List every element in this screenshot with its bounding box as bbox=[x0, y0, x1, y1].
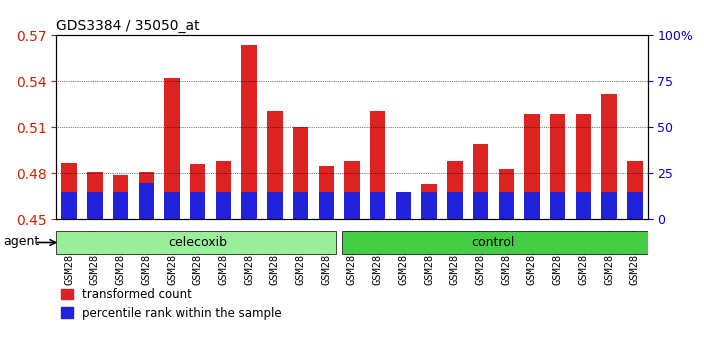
Bar bbox=[576, 114, 591, 219]
Bar bbox=[267, 110, 282, 219]
Bar bbox=[113, 192, 128, 219]
Bar bbox=[344, 192, 360, 219]
Bar bbox=[267, 192, 282, 219]
Bar bbox=[215, 161, 231, 219]
Bar bbox=[473, 192, 489, 219]
Bar bbox=[627, 161, 643, 219]
Bar bbox=[190, 192, 206, 219]
Bar bbox=[447, 192, 463, 219]
Bar bbox=[164, 78, 180, 219]
Bar bbox=[61, 192, 77, 219]
Bar bbox=[215, 192, 231, 219]
Bar bbox=[524, 192, 540, 219]
Bar bbox=[601, 192, 617, 219]
Bar bbox=[87, 192, 103, 219]
Legend: transformed count, percentile rank within the sample: transformed count, percentile rank withi… bbox=[56, 283, 287, 325]
Text: agent: agent bbox=[4, 235, 39, 248]
Bar bbox=[550, 192, 565, 219]
Bar bbox=[498, 192, 514, 219]
Bar bbox=[241, 45, 257, 219]
Bar bbox=[396, 192, 411, 219]
Text: GDS3384 / 35050_at: GDS3384 / 35050_at bbox=[56, 19, 200, 33]
Bar bbox=[473, 144, 489, 219]
Bar bbox=[550, 114, 565, 219]
FancyBboxPatch shape bbox=[342, 232, 648, 253]
Bar bbox=[87, 172, 103, 219]
Bar bbox=[344, 161, 360, 219]
Bar bbox=[293, 127, 308, 219]
Bar bbox=[139, 172, 154, 219]
Bar bbox=[447, 161, 463, 219]
Bar bbox=[113, 175, 128, 219]
Bar bbox=[370, 192, 385, 219]
Bar bbox=[190, 164, 206, 219]
Bar bbox=[498, 169, 514, 219]
Bar bbox=[627, 192, 643, 219]
Bar bbox=[319, 192, 334, 219]
Bar bbox=[139, 183, 154, 219]
Bar bbox=[293, 192, 308, 219]
Text: control: control bbox=[472, 236, 515, 249]
Bar bbox=[370, 110, 385, 219]
Bar bbox=[61, 163, 77, 219]
Bar bbox=[524, 114, 540, 219]
Bar bbox=[576, 192, 591, 219]
FancyBboxPatch shape bbox=[56, 232, 337, 253]
Bar bbox=[422, 184, 437, 219]
Bar bbox=[319, 166, 334, 219]
Bar bbox=[396, 198, 411, 219]
Bar bbox=[164, 192, 180, 219]
Bar bbox=[422, 192, 437, 219]
Bar bbox=[241, 192, 257, 219]
Text: celecoxib: celecoxib bbox=[168, 236, 227, 249]
Bar bbox=[601, 94, 617, 219]
